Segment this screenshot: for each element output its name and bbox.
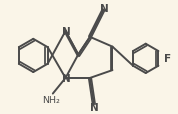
Text: F: F bbox=[164, 54, 171, 64]
Text: N: N bbox=[100, 4, 109, 13]
Text: N: N bbox=[62, 27, 71, 37]
Text: N: N bbox=[90, 102, 98, 112]
Text: NH₂: NH₂ bbox=[42, 95, 60, 104]
Text: N: N bbox=[62, 73, 71, 83]
